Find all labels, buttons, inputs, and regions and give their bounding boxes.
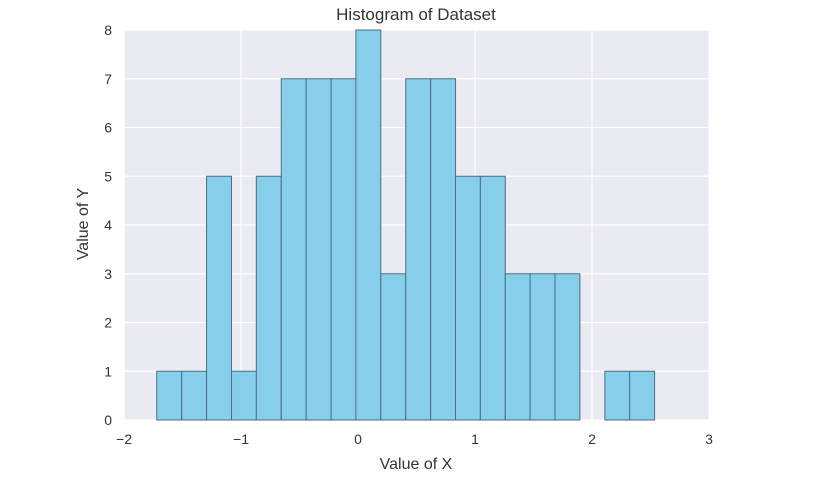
x-tick-label: 1 [471,431,479,447]
y-tick-label: 3 [104,266,112,282]
histogram-bar [355,29,382,421]
histogram-bar [604,370,631,421]
y-tick-label: 2 [104,315,112,331]
x-tick-label: 3 [705,431,713,447]
x-tick-label: 2 [588,431,596,447]
histogram-bar [405,78,432,421]
y-axis-label: Value of Y [75,188,92,261]
histogram-bar [554,273,581,421]
histogram-bar [305,78,332,421]
histogram-bar [629,370,656,421]
y-tick-label: 7 [104,71,112,87]
x-tick-label: −2 [116,431,132,447]
histogram-bar [206,175,232,421]
x-tick-label: 0 [354,431,362,447]
histogram-bar [156,370,183,421]
y-tick-label: 5 [104,168,112,184]
histogram-bar [181,370,208,421]
histogram-bar [479,175,506,421]
y-tick-label: 8 [104,22,112,38]
histogram-bar [529,273,556,421]
y-tick-labels: 0 1 2 3 4 5 6 7 8 [104,22,112,428]
histogram-bar [231,370,257,421]
histogram-bar [330,78,357,421]
y-tick-label: 0 [104,412,112,428]
histogram-bar [504,273,531,421]
x-axis-label: Value of X [380,456,453,473]
y-tick-label: 6 [104,120,112,136]
chart-title: Histogram of Dataset [336,5,496,24]
histogram-bar [255,175,282,421]
y-tick-label: 4 [104,217,112,233]
x-tick-label: −1 [233,431,249,447]
histogram-bars [156,29,656,421]
histogram-bar [430,78,457,421]
histogram-bar [454,175,481,421]
histogram-bar [280,78,307,421]
histogram-bar [380,273,407,421]
x-tick-labels: −2 −1 0 1 2 3 [116,431,713,447]
y-tick-label: 1 [104,363,112,379]
